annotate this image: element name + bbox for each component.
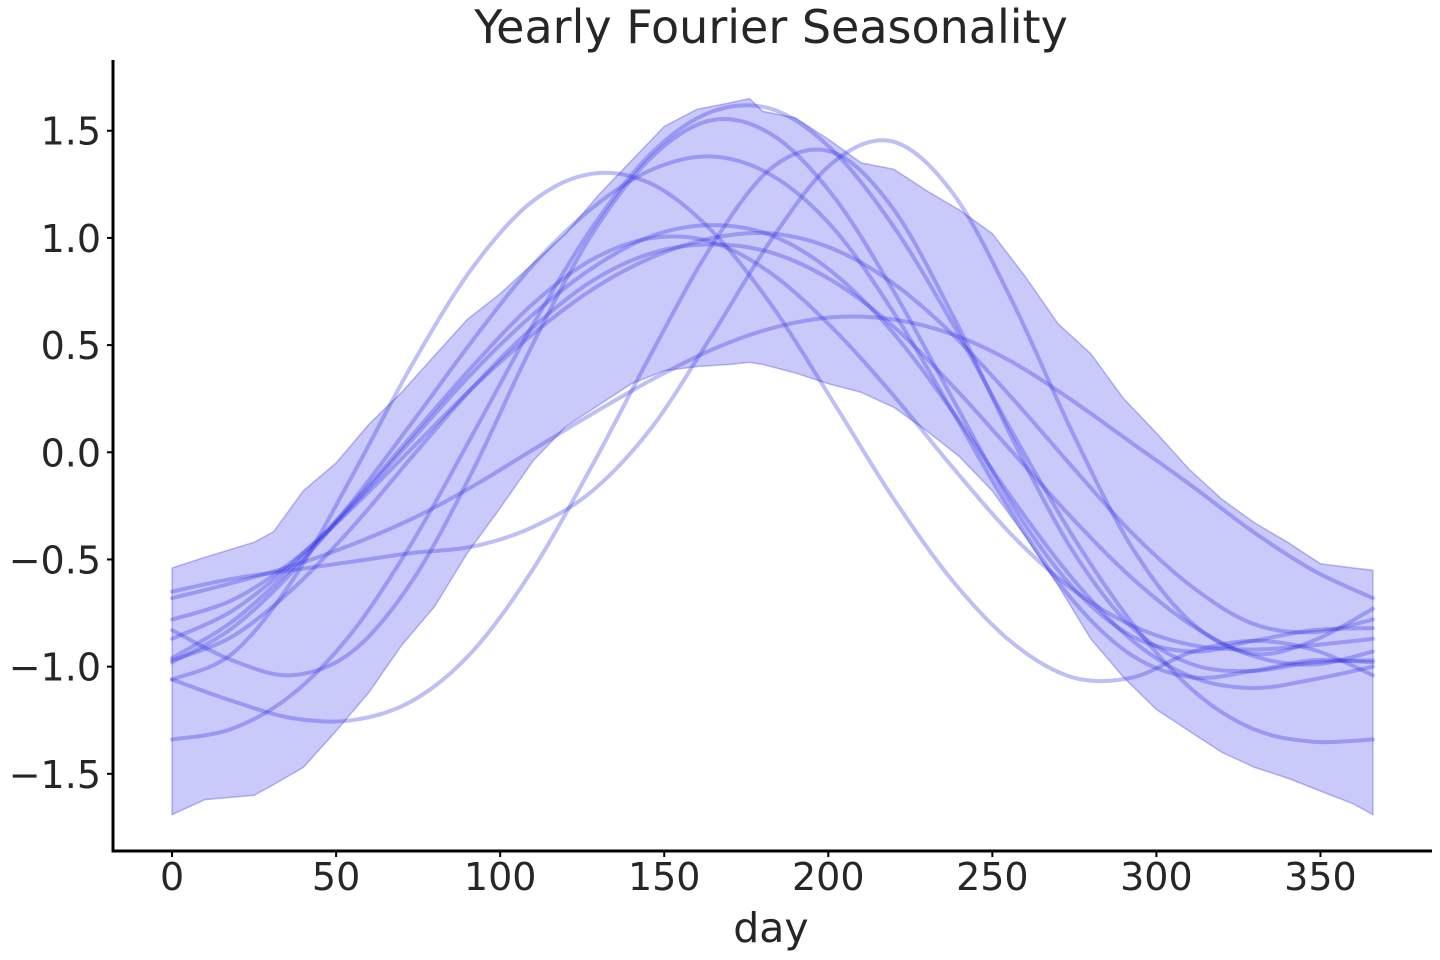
y-tick-label: −0.5 [9,538,101,582]
x-axis-ticks: 0 50 100 150 200 250 300 350 [160,851,1357,899]
series-line-8 [170,147,1375,724]
series-line-9 [170,314,1375,601]
series-line-11 [170,234,1375,652]
series-line-10 [170,103,1375,745]
y-tick-label: 1.5 [41,110,101,154]
credible-interval-band-layer [171,97,1374,816]
series-line-5 [170,138,1375,657]
series-line-6 [170,223,1375,691]
chart-title: Yearly Fourier Seasonality [473,0,1068,54]
series-line-7 [170,154,1375,680]
x-tick-label: 50 [312,855,360,899]
y-tick-label: 1.0 [41,217,101,261]
y-tick-label: −1.5 [9,753,101,797]
x-tick-label: 350 [1284,855,1357,899]
y-tick-label: 0.5 [41,324,101,368]
x-tick-label: 250 [956,855,1029,899]
series-line-3 [170,117,1375,678]
x-tick-label: 0 [160,855,184,899]
y-axis-ticks: 1.5 1.0 0.5 0.0 −0.5 −1.0 −1.5 [9,110,113,797]
series-line-4 [170,230,1375,635]
x-axis-label: day [733,904,808,952]
series-lines-layer [170,103,1375,745]
credible-interval-band [171,97,1374,816]
y-tick-label: 0.0 [41,431,101,475]
series-line-1 [170,242,1375,667]
x-tick-label: 150 [628,855,701,899]
x-tick-label: 300 [1120,855,1193,899]
series-line-2 [170,170,1375,684]
y-tick-label: −1.0 [9,646,101,690]
x-tick-label: 100 [464,855,537,899]
x-tick-label: 200 [792,855,865,899]
